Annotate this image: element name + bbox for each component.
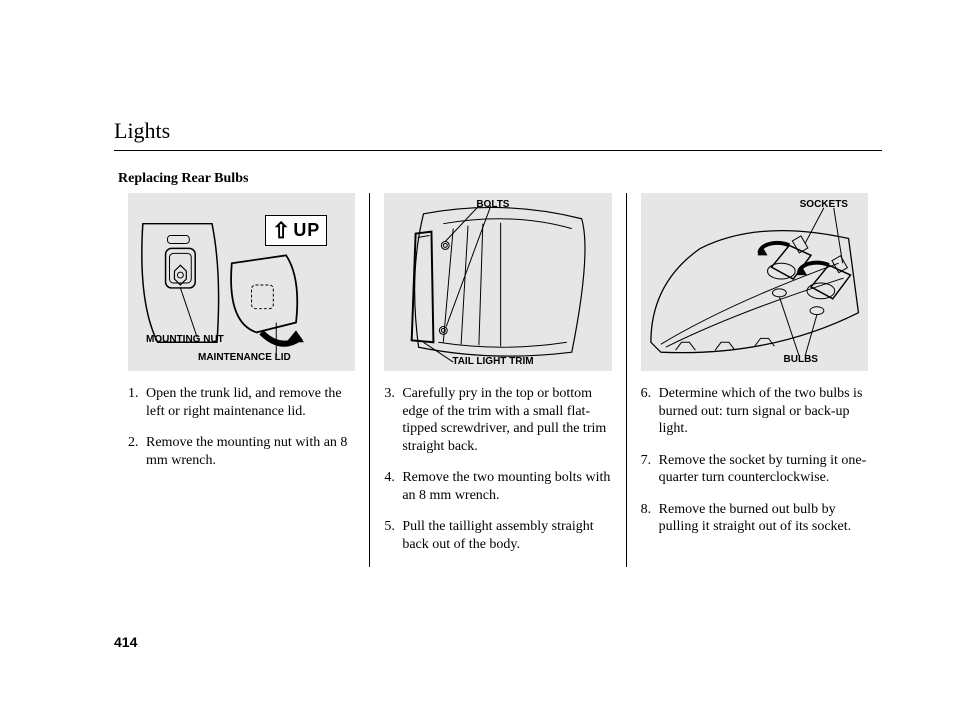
- column-3: SOCKETS BULBS Determine which of the two…: [626, 193, 882, 567]
- document-page: Lights Replacing Rear Bulbs: [0, 0, 954, 567]
- label-maintenance-lid: MAINTENANCE LID: [198, 352, 291, 363]
- up-sticker: ⇧ UP: [265, 215, 327, 246]
- figure-2-tail-light-trim: BOLTS TAIL LIGHT TRIM: [384, 193, 611, 371]
- label-bulbs: BULBS: [784, 354, 818, 365]
- label-mounting-nut: MOUNTING NUT: [146, 334, 224, 345]
- page-title: Lights: [114, 118, 882, 144]
- step-8: Remove the burned out bulb by pulling it…: [641, 501, 868, 536]
- label-tail-trim: TAIL LIGHT TRIM: [452, 356, 533, 367]
- three-columns: ⇧ UP MOUNTING NUT MAINTENANCE LID Open t…: [114, 193, 882, 567]
- steps-col3: Determine which of the two bulbs is burn…: [641, 385, 868, 536]
- up-arrow-icon: ⇧: [272, 222, 291, 240]
- column-1: ⇧ UP MOUNTING NUT MAINTENANCE LID Open t…: [114, 193, 369, 567]
- figure-1-maintenance-lid: ⇧ UP MOUNTING NUT MAINTENANCE LID: [128, 193, 355, 371]
- step-6: Determine which of the two bulbs is burn…: [641, 385, 868, 438]
- label-bolts: BOLTS: [476, 199, 509, 210]
- figure-3-svg: [641, 193, 868, 371]
- step-3: Carefully pry in the top or bottom edge …: [384, 385, 611, 455]
- section-subtitle: Replacing Rear Bulbs: [118, 171, 882, 187]
- step-7: Remove the socket by turning it one-quar…: [641, 452, 868, 487]
- page-number: 414: [114, 634, 137, 650]
- step-1: Open the trunk lid, and remove the left …: [128, 385, 355, 420]
- column-2: BOLTS TAIL LIGHT TRIM Carefully pry in t…: [369, 193, 625, 567]
- title-rule: [114, 150, 882, 151]
- figure-2-svg: [384, 193, 611, 371]
- step-4: Remove the two mounting bolts with an 8 …: [384, 469, 611, 504]
- step-2: Remove the mounting nut with an 8 mm wre…: [128, 434, 355, 469]
- steps-col2: Carefully pry in the top or bottom edge …: [384, 385, 611, 553]
- up-text: UP: [293, 220, 320, 241]
- label-sockets: SOCKETS: [800, 199, 848, 210]
- step-5: Pull the taillight assembly straight bac…: [384, 518, 611, 553]
- figure-3-sockets-bulbs: SOCKETS BULBS: [641, 193, 868, 371]
- steps-col1: Open the trunk lid, and remove the left …: [128, 385, 355, 469]
